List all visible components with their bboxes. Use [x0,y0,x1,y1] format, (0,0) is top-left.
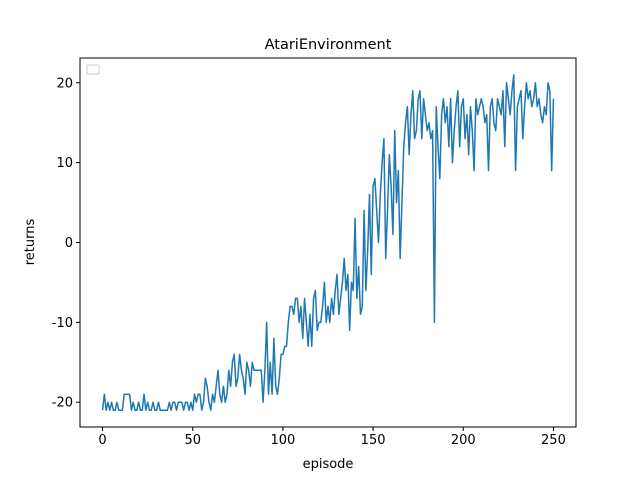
y-axis-label: returns [23,219,38,266]
y-tick-label: 20 [56,76,73,91]
x-tick-label: 200 [451,433,476,448]
y-tick-label: 0 [65,236,73,251]
chart-title: AtariEnvironment [265,37,392,53]
y-tick-label: -10 [52,316,73,331]
line-series [101,74,555,411]
x-tick-label: 100 [270,433,295,448]
x-axis-label: episode [303,457,354,472]
y-tick-label: 10 [56,156,73,171]
x-tick-label: 250 [541,433,566,448]
legend-box [86,64,100,75]
x-tick-label: 150 [361,433,386,448]
x-tick-label: 0 [98,433,106,448]
x-tick-label: 50 [184,433,201,448]
plot-frame [79,57,577,428]
y-tick-label: -20 [52,396,73,411]
